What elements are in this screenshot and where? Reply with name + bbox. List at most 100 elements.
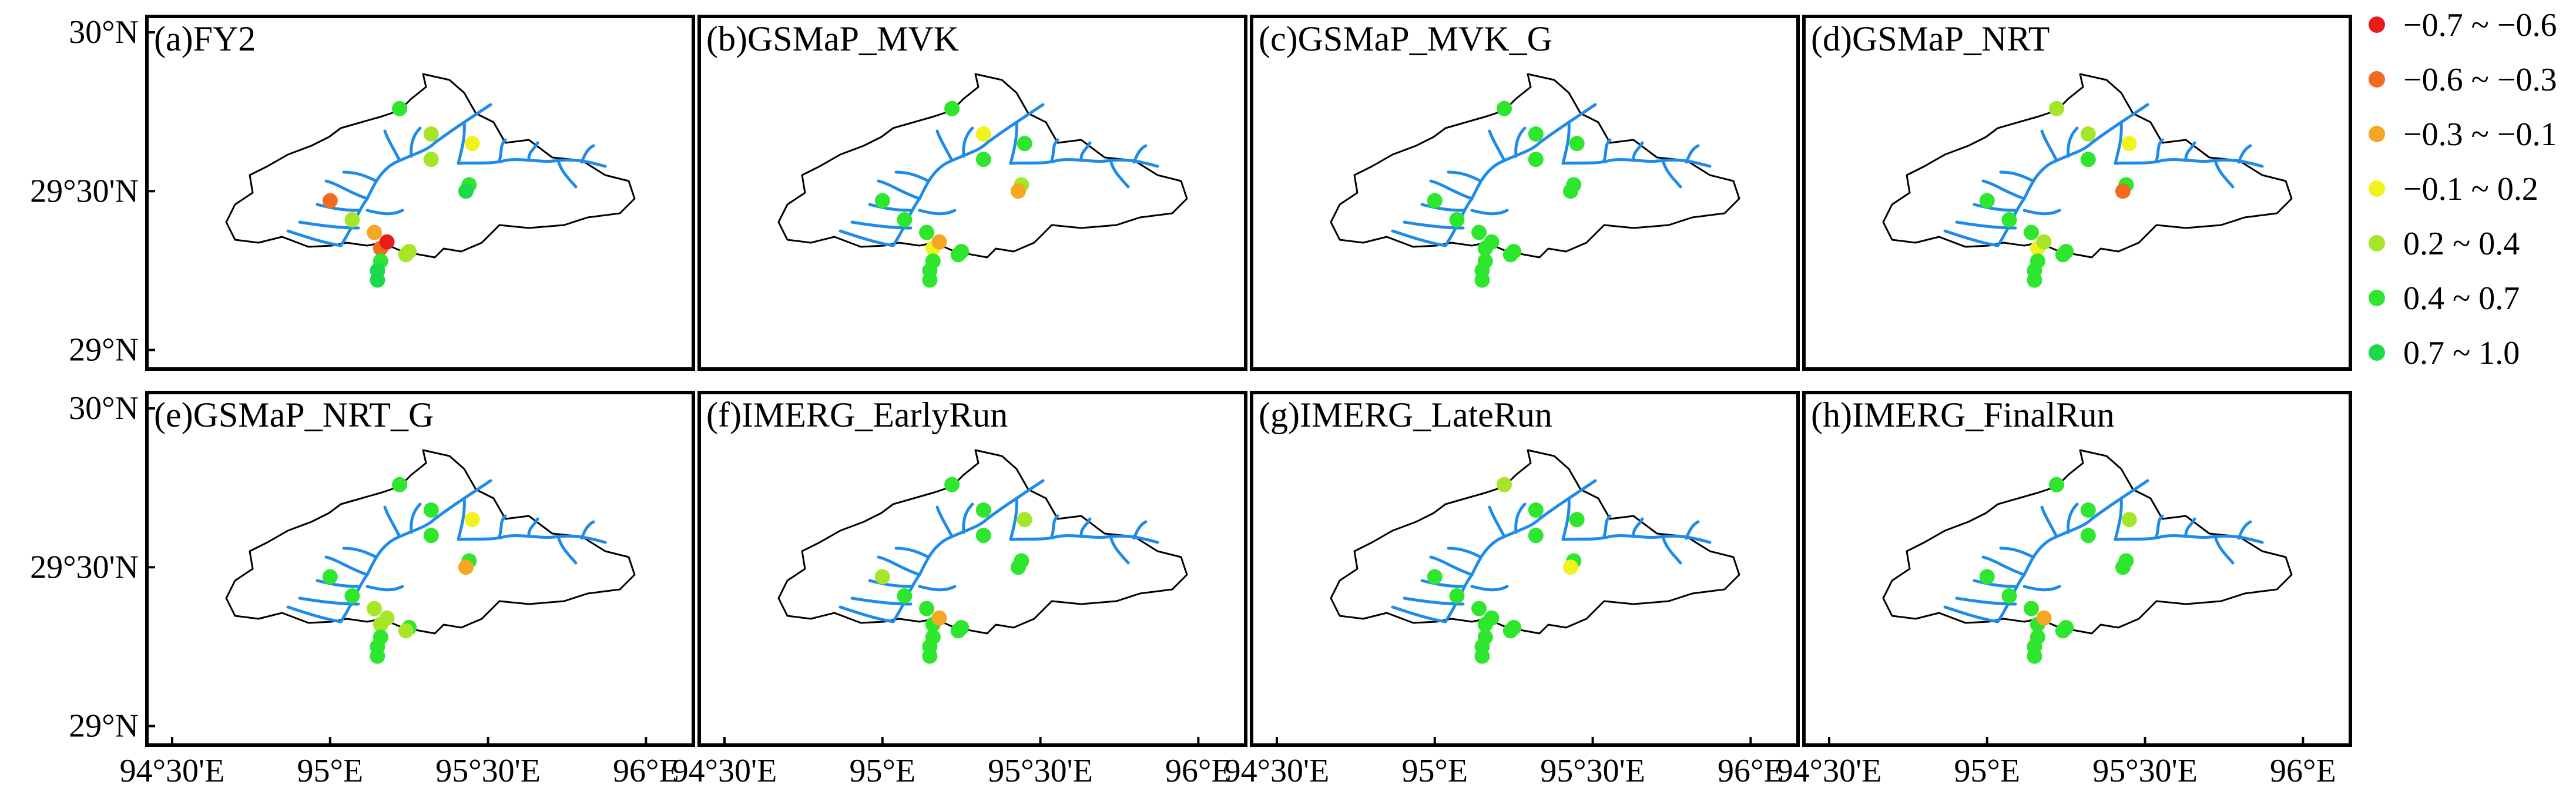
river-segment xyxy=(324,555,369,576)
station-marker xyxy=(423,152,439,167)
lon-tick-label: 95°E xyxy=(849,753,915,789)
river-segment xyxy=(1632,517,1644,537)
river-segment xyxy=(2155,138,2164,162)
station-marker xyxy=(1528,502,1544,518)
station-marker xyxy=(874,569,890,585)
river-segment xyxy=(962,126,974,158)
station-marker xyxy=(944,477,960,492)
station-marker xyxy=(423,528,439,544)
legend-swatch xyxy=(2369,71,2385,88)
river-segment xyxy=(891,497,1018,623)
panel-title: (e)GSMaP_NRT_G xyxy=(154,395,434,434)
lon-tick-label: 94°30'E xyxy=(1777,753,1882,789)
station-marker xyxy=(458,559,474,575)
panel-frame xyxy=(1802,391,2352,747)
river-segment xyxy=(918,209,957,216)
river-segment xyxy=(1943,605,2000,623)
river-segment xyxy=(580,144,595,164)
station-marker xyxy=(1528,126,1544,142)
legend: −0.7 ~ −0.6 −0.6 ~ −0.3 −0.3 ~ −0.1 −0.1 ~ … xyxy=(2369,7,2557,371)
map-panel-4: (e)GSMaP_NRT_G xyxy=(145,391,695,747)
river-segment xyxy=(838,605,895,623)
river-segment xyxy=(2040,505,2058,538)
lon-tick-label: 94°30'E xyxy=(1225,753,1330,789)
lon-tick-label: 95°E xyxy=(1954,753,2020,789)
river-segment xyxy=(894,546,930,559)
station-marker xyxy=(2027,272,2042,288)
river-segment xyxy=(1447,170,1482,183)
river-segment xyxy=(891,120,1018,247)
station-marker xyxy=(464,512,480,528)
river-segment xyxy=(1996,120,2123,247)
station-marker xyxy=(919,601,935,616)
river-segment xyxy=(1561,497,1571,541)
lat-tick-label: 29°N xyxy=(69,332,139,368)
station-marker xyxy=(1474,272,1490,288)
river-segment xyxy=(1973,203,2017,212)
station-marker xyxy=(344,212,360,227)
lon-tick-label: 96°E xyxy=(613,753,679,789)
station-marker xyxy=(2080,152,2096,167)
river-segment xyxy=(1015,479,1045,500)
river-segment xyxy=(1391,229,1447,247)
station-marker xyxy=(2049,100,2065,116)
panel-frame xyxy=(697,391,1247,747)
river-segment xyxy=(316,203,360,212)
river-segment xyxy=(1514,502,1527,534)
station-marker xyxy=(379,610,395,626)
station-marker xyxy=(1502,247,1518,263)
lat-tick-label: 30°N xyxy=(69,14,139,51)
station-marker xyxy=(2049,477,2065,492)
station-marker xyxy=(1474,648,1490,664)
station-marker xyxy=(464,136,480,152)
river-segment xyxy=(1488,505,1506,538)
station-marker xyxy=(1562,183,1578,199)
station-marker xyxy=(367,224,383,240)
map-panel-1: (b)GSMaP_MVK xyxy=(697,15,1247,371)
station-marker xyxy=(950,623,966,639)
station-marker xyxy=(322,569,338,585)
river-segment xyxy=(2184,517,2196,537)
river-segment xyxy=(1981,179,2026,200)
river-segment xyxy=(286,605,343,623)
station-marker xyxy=(975,126,991,142)
river-segment xyxy=(1391,605,1447,623)
station-marker xyxy=(922,272,938,288)
station-marker xyxy=(423,126,439,142)
station-marker xyxy=(367,601,383,616)
river-segment xyxy=(935,505,954,538)
river-segment xyxy=(365,209,404,216)
station-marker xyxy=(1562,559,1578,575)
station-marker xyxy=(370,648,385,664)
river-segment xyxy=(894,170,930,183)
station-marker xyxy=(2115,559,2131,575)
station-marker xyxy=(1017,136,1032,152)
station-marker xyxy=(2121,512,2137,528)
station-marker xyxy=(1569,136,1585,152)
lon-tick-label: 95°E xyxy=(297,753,363,789)
station-marker xyxy=(2055,623,2071,639)
river-segment xyxy=(556,159,578,189)
river-segment xyxy=(1109,535,1130,565)
station-marker xyxy=(392,100,408,116)
river-segment xyxy=(1132,520,1148,540)
map-panel-6: (g)IMERG_LateRun xyxy=(1250,391,1800,747)
legend-label: −0.7 ~ −0.6 xyxy=(2403,7,2557,43)
legend-swatch xyxy=(2369,344,2385,361)
map-panel-2: (c)GSMaP_MVK_G xyxy=(1250,15,1800,371)
river-segment xyxy=(342,170,378,183)
station-marker xyxy=(1471,601,1487,616)
river-segment xyxy=(1567,479,1597,500)
panel-title: (a)FY2 xyxy=(154,19,256,58)
panel-frame xyxy=(1802,15,2352,371)
river-segment xyxy=(1567,103,1597,124)
river-segment xyxy=(1685,144,1700,164)
station-marker xyxy=(922,648,938,664)
panel-title: (g)IMERG_LateRun xyxy=(1259,395,1552,434)
river-segment xyxy=(1514,126,1527,158)
station-marker xyxy=(874,193,890,209)
lon-tick-label: 95°E xyxy=(1401,753,1468,789)
river-segment xyxy=(1996,497,2123,623)
station-marker xyxy=(897,588,913,603)
river-segment xyxy=(1429,555,1474,576)
